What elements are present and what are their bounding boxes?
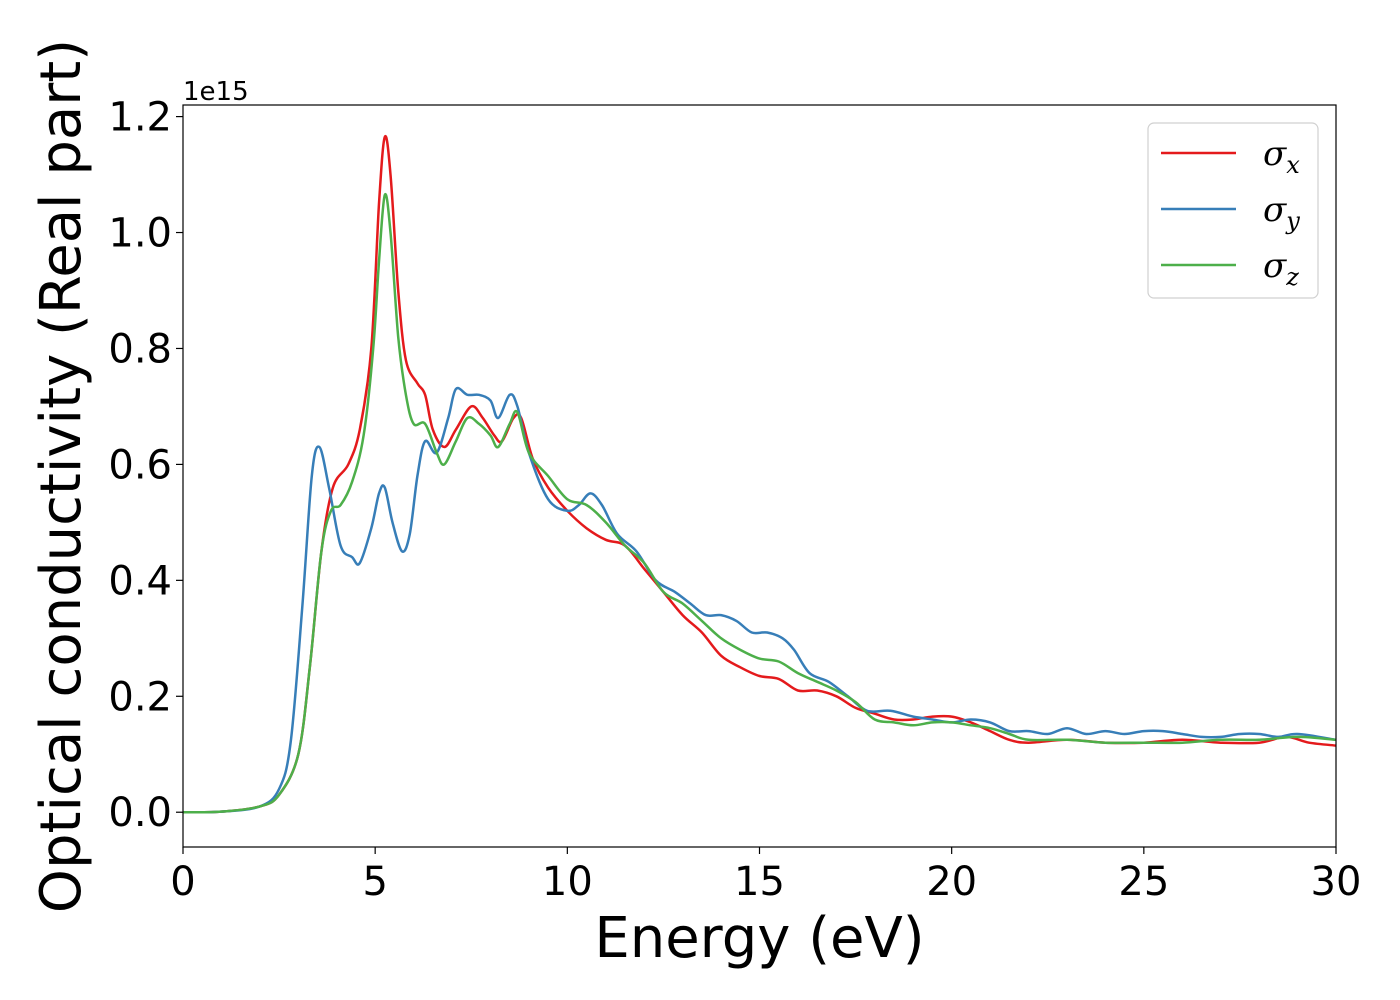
y-axis-ticks: 0.0 0.2 0.4 0.6 0.8 1.0 1.2 bbox=[108, 95, 183, 836]
legend: σx σy σz bbox=[1147, 122, 1319, 299]
y-tick-label: 0.0 bbox=[108, 790, 172, 836]
series-line-x bbox=[182, 134, 1337, 814]
y-tick-label: 0.4 bbox=[108, 558, 172, 604]
legend-label-y: σy bbox=[1263, 190, 1300, 235]
legend-label-x: σx bbox=[1263, 134, 1300, 179]
y-tick-label: 1.2 bbox=[108, 95, 172, 141]
series-line-y bbox=[182, 386, 1337, 814]
y-tick-label: 1.0 bbox=[108, 211, 172, 257]
x-axis-label: Energy (eV) bbox=[594, 906, 924, 971]
y-axis-label: Optical conductivity (Real part) bbox=[29, 39, 94, 913]
x-tick-label: 0 bbox=[170, 859, 195, 905]
x-tick-label: 10 bbox=[542, 859, 593, 905]
x-axis-ticks: 0 5 10 15 20 25 30 bbox=[170, 847, 1361, 905]
series-lines bbox=[182, 134, 1337, 814]
y-axis-offset-label: 1e15 bbox=[183, 77, 249, 107]
series-line-z bbox=[182, 192, 1337, 814]
y-tick-label: 0.8 bbox=[108, 326, 172, 372]
y-tick-label: 0.2 bbox=[108, 674, 172, 720]
x-tick-label: 5 bbox=[362, 859, 387, 905]
x-tick-label: 20 bbox=[926, 859, 977, 905]
x-tick-label: 15 bbox=[734, 859, 785, 905]
legend-label-z: σz bbox=[1263, 246, 1299, 291]
legend-box bbox=[1147, 122, 1319, 299]
x-tick-label: 30 bbox=[1311, 859, 1362, 905]
y-tick-label: 0.6 bbox=[108, 442, 172, 488]
x-tick-label: 25 bbox=[1118, 859, 1169, 905]
